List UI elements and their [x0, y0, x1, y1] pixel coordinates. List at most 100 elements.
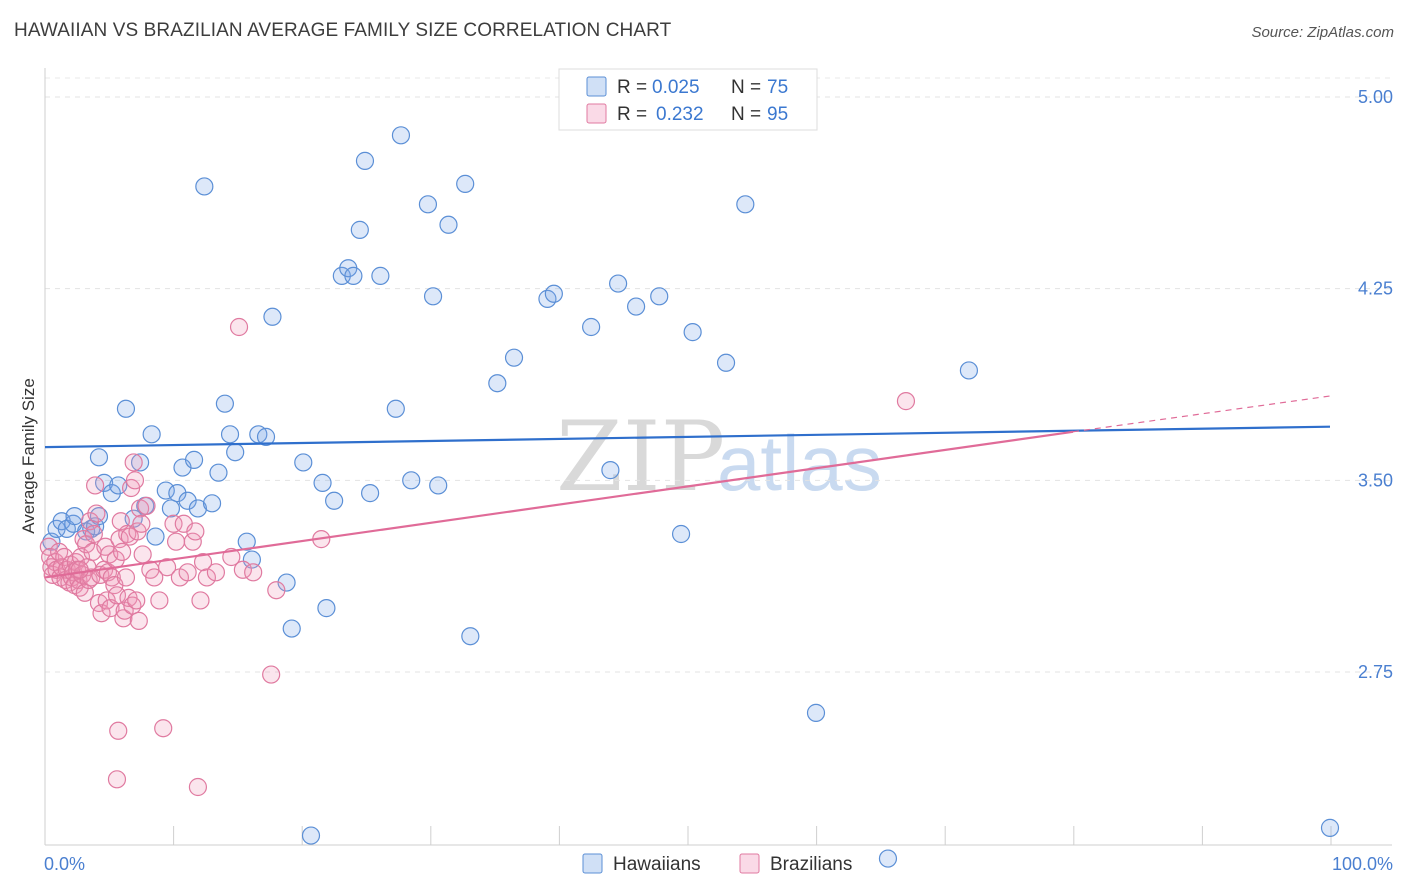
bottom-legend-swatch-brazilians	[739, 853, 760, 874]
hawaiian-point	[488, 374, 507, 393]
hawaiian-point	[626, 297, 646, 316]
brazilian-point	[267, 581, 286, 600]
bottom-legend-brazilians: Brazilians	[770, 854, 852, 875]
brazilian-point	[109, 721, 128, 740]
hawaiian-point	[418, 195, 438, 214]
hawaiian-point	[355, 151, 375, 170]
chart-title: HAWAIIAN VS BRAZILIAN AVERAGE FAMILY SIZ…	[14, 20, 672, 41]
hawaiian-point	[371, 266, 390, 285]
hawaiian-point	[806, 703, 826, 722]
legend-box	[558, 68, 818, 131]
chart-source: Source: ZipAtlas.com	[1251, 24, 1394, 41]
hawaiian-point	[195, 177, 214, 196]
brazilian-point	[244, 563, 263, 582]
hawaiian-point	[429, 476, 448, 495]
brazilian-point	[150, 591, 169, 610]
watermark-zip: ZIP	[556, 401, 725, 513]
brazilian-point	[114, 609, 133, 628]
hawaiian-point	[959, 361, 979, 380]
legend-r-label: R =	[617, 104, 647, 125]
brazilian-point	[186, 522, 205, 541]
hawaiian-point	[65, 507, 84, 526]
hawaiian-point	[423, 287, 443, 306]
hawaiian-point	[402, 471, 421, 490]
brazilian-point	[70, 560, 89, 579]
hawaiian-point	[317, 599, 336, 618]
hawaiian-point	[161, 499, 181, 518]
y-tick-label: 2.75	[1358, 662, 1393, 682]
hawaiian-point	[202, 494, 222, 513]
hawaiian-point	[313, 473, 332, 492]
brazilian-point	[107, 770, 127, 789]
y-axis-label: Average Family Size	[19, 378, 38, 534]
hawaiian-point	[736, 195, 755, 214]
brazilian-point	[206, 563, 226, 582]
hawaiian-point	[878, 849, 898, 868]
hawaiian-point	[277, 573, 296, 592]
hawaiian-point	[386, 399, 405, 418]
x-tick-labels: 0.0% 100.0%	[44, 854, 1393, 874]
legend-swatch-hawaiians	[586, 76, 607, 97]
brazilian-point	[193, 553, 213, 572]
hawaiian-point	[188, 499, 208, 518]
axes	[44, 68, 1392, 846]
x-tick-label-max: 100.0%	[1332, 854, 1393, 874]
hawaiian-point	[609, 274, 628, 293]
hawaiian-point	[671, 524, 691, 544]
legend-n-value: 95	[767, 104, 788, 125]
brazilian-point	[164, 514, 183, 533]
hawaiian-point	[439, 215, 458, 234]
hawaiian-point	[142, 425, 161, 444]
brazilian-point	[124, 453, 143, 472]
correlation-legend: R = 0.025 N = 75 R = 0.232 N = 95	[558, 68, 818, 131]
hawaiian-point	[650, 287, 669, 306]
trend-line-hawaiians	[44, 425, 1331, 449]
hawaiian-point	[184, 450, 204, 469]
brazilian-point	[129, 611, 148, 630]
hawaiian-point	[220, 425, 240, 444]
hawaiian-point	[282, 619, 301, 638]
hawaiian-point	[683, 323, 702, 342]
brazilian-point	[188, 777, 208, 797]
legend-r-value: 0.232	[656, 104, 704, 125]
hawaiian-point	[294, 453, 313, 472]
brazilian-point	[133, 545, 152, 564]
hawaiian-point	[301, 826, 321, 845]
legend-n-label: N =	[731, 104, 761, 125]
x-tick-label-min: 0.0%	[44, 854, 85, 874]
y-tick-labels: 2.75 3.50 4.25 5.00	[1358, 87, 1393, 682]
hawaiian-point	[146, 527, 165, 546]
brazilian-point	[137, 496, 156, 515]
hawaiian-point	[344, 266, 363, 285]
hawaiian-point	[89, 448, 109, 467]
brazilian-point	[116, 568, 136, 587]
series-legend: Hawaiians Brazilians	[582, 853, 852, 875]
y-tick-label: 5.00	[1358, 87, 1393, 107]
brazilian-point	[84, 524, 103, 544]
legend-n-value: 75	[767, 77, 788, 98]
hawaiian-point	[178, 491, 197, 510]
hawaiian-point	[256, 427, 276, 446]
legend-swatch-brazilians	[586, 103, 607, 124]
hawaiian-point	[325, 491, 344, 510]
legend-r-value: 0.025	[652, 77, 700, 98]
hawaiian-point	[130, 453, 150, 472]
brazilian-point	[107, 586, 127, 605]
hawaiian-point	[350, 220, 369, 239]
brazilian-point	[896, 392, 916, 411]
series-brazilians	[39, 317, 916, 797]
hawaiian-point	[601, 461, 620, 480]
gridlines	[45, 77, 1392, 673]
brazilian-point	[86, 476, 105, 495]
hawaiian-point	[544, 284, 563, 303]
series-hawaiians	[42, 126, 1340, 868]
hawaiian-point	[215, 394, 234, 413]
brazilian-point	[197, 568, 217, 587]
brazilian-point	[166, 532, 186, 551]
y-tick-label: 3.50	[1358, 470, 1393, 490]
bottom-legend-swatch-hawaiians	[582, 853, 603, 874]
hawaiian-point	[391, 126, 411, 145]
brazilian-point	[145, 568, 164, 587]
hawaiian-point	[226, 443, 245, 462]
